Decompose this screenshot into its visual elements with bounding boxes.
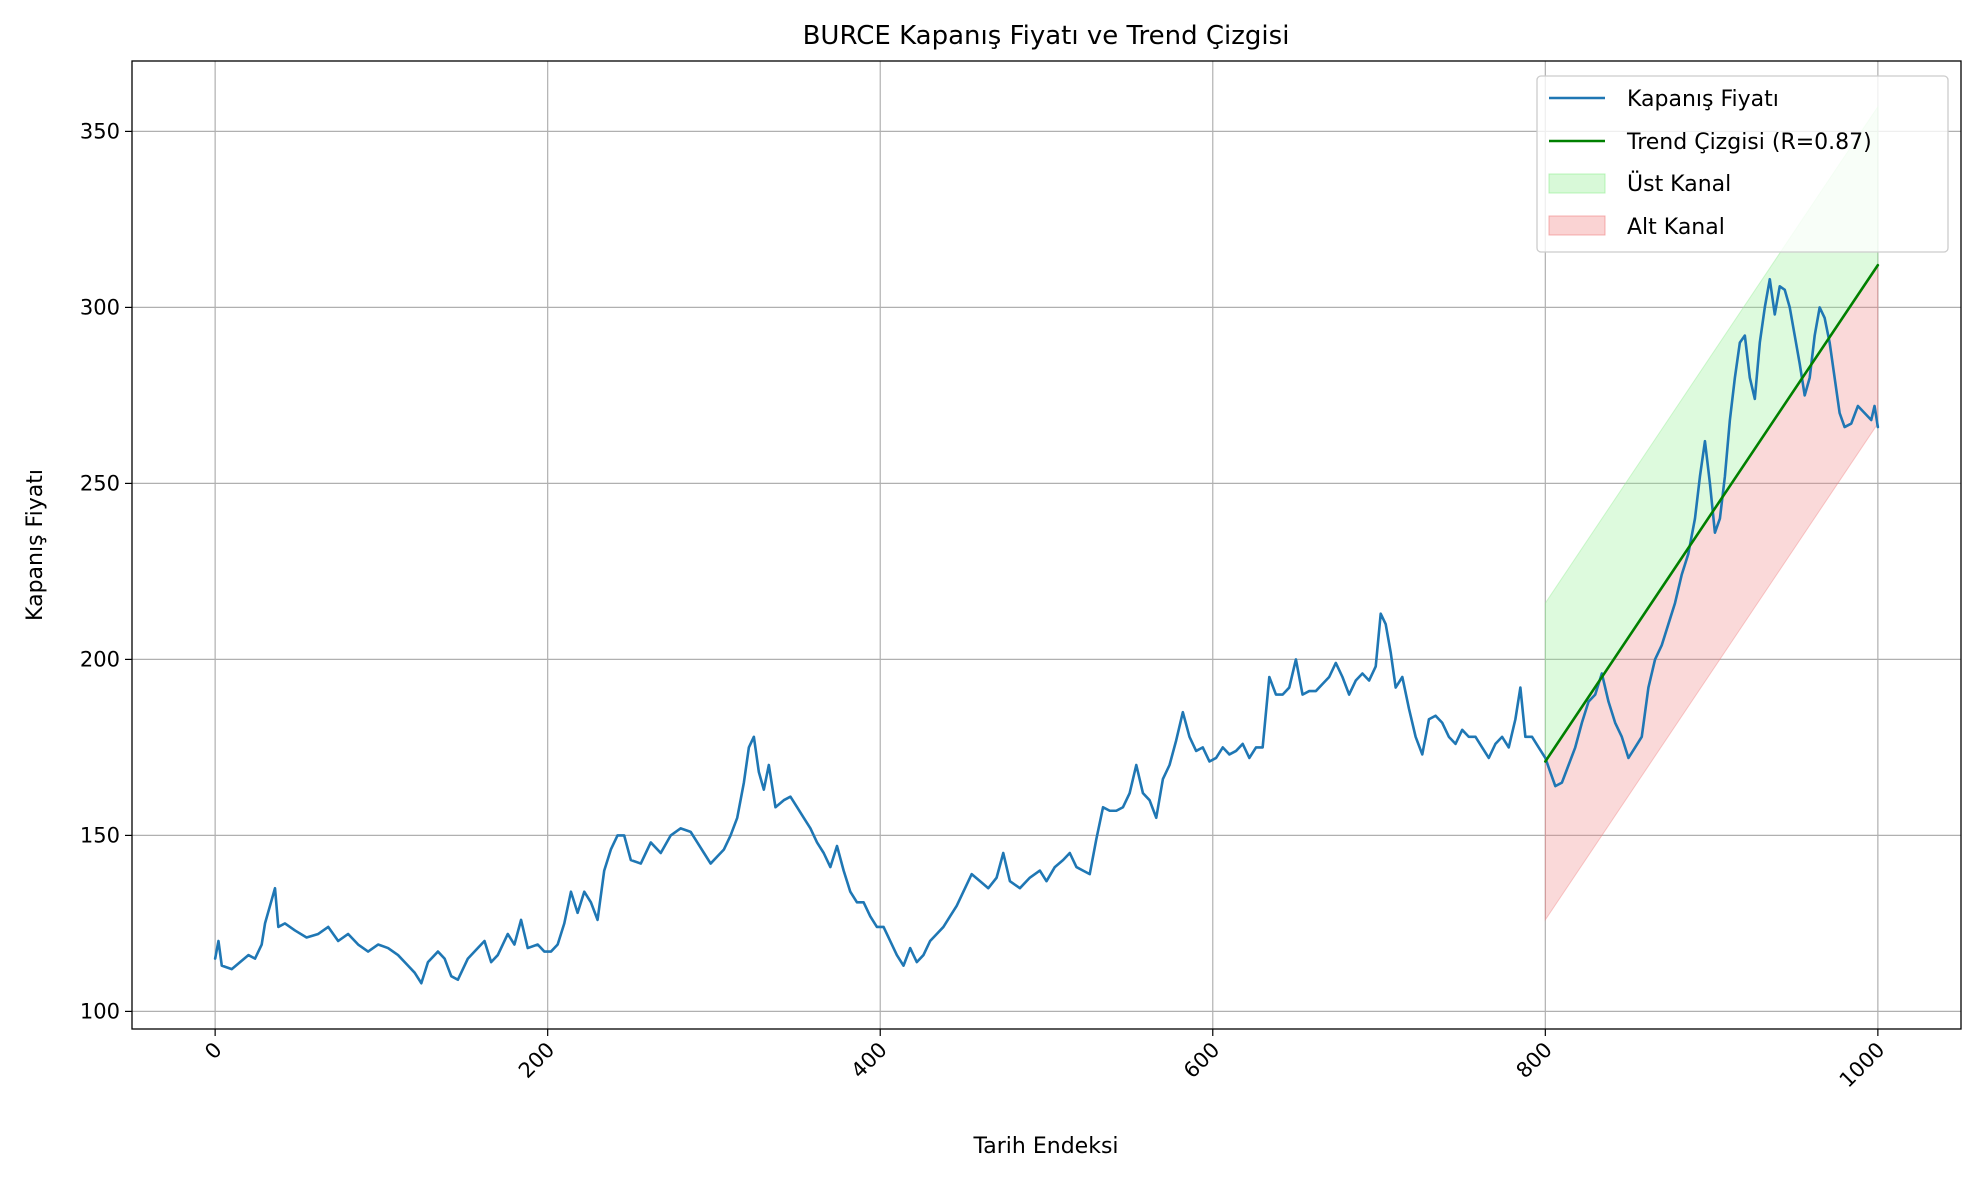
legend-label-trend: Trend Çizgisi (R=0.87) (1626, 130, 1872, 155)
plot-frame (131, 60, 1962, 1030)
grid (132, 61, 1961, 1029)
y-tick-label: 350 (80, 119, 120, 143)
legend: Kapanış Fiyatı Trend Çizgisi (R=0.87) Üs… (1536, 75, 1949, 253)
legend-label-lower-channel: Alt Kanal (1627, 215, 1725, 240)
y-tick-label: 150 (80, 823, 120, 847)
legend-box (1536, 75, 1949, 253)
y-tick-label: 250 (80, 471, 120, 495)
legend-swatch-lower-channel (1548, 215, 1606, 236)
price-line (213, 277, 1880, 985)
chart-title: BURCE Kapanış Fiyatı ve Trend Çizgisi (803, 21, 1290, 51)
trend-line (1544, 263, 1880, 763)
y-tick-label: 200 (80, 647, 120, 671)
y-tick-label: 300 (80, 295, 120, 319)
series-lines (213, 263, 1880, 985)
legend-label-upper-channel: Üst Kanal (1627, 171, 1731, 197)
x-axis-label: Tarih Endeksi (972, 1134, 1118, 1159)
legend-label-price: Kapanış Fiyatı (1627, 87, 1779, 112)
legend-swatch-upper-channel (1548, 173, 1606, 194)
y-tick-label: 100 (80, 999, 120, 1023)
y-axis: 100 150 200 250 300 350 (80, 119, 132, 1023)
y-axis-label: Kapanış Fiyatı (23, 469, 48, 621)
